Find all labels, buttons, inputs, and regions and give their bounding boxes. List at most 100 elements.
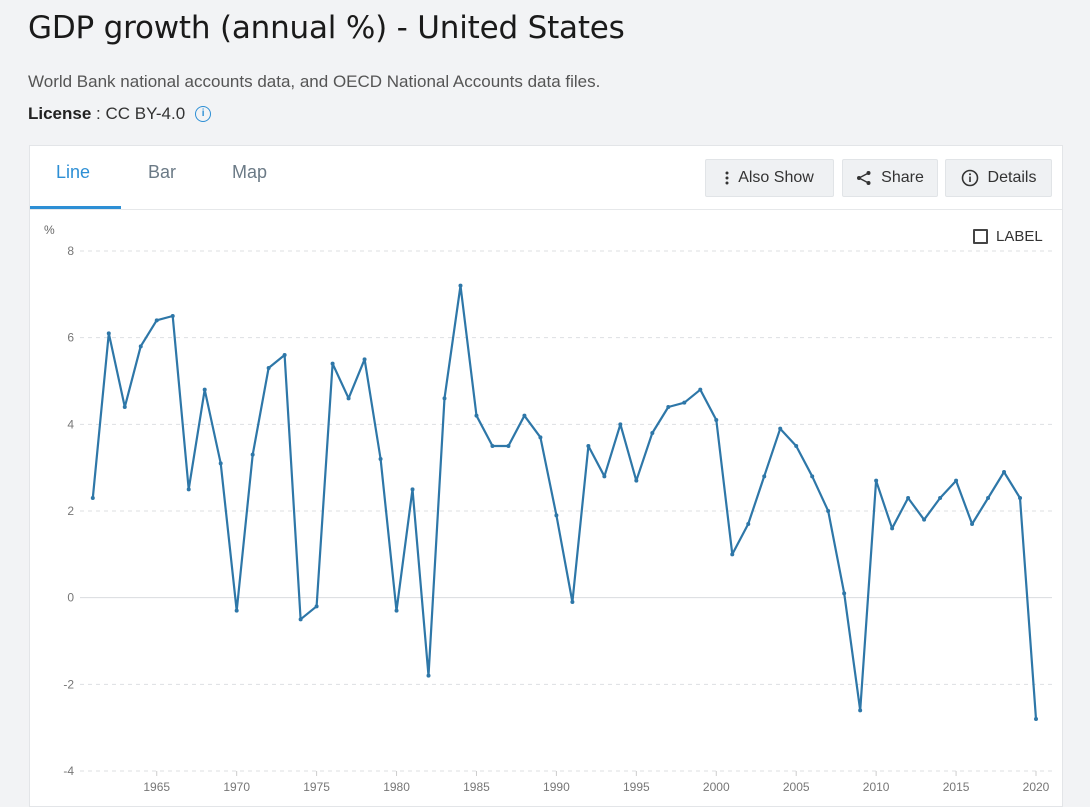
data-point xyxy=(234,608,239,613)
share-button[interactable]: Share xyxy=(842,159,938,197)
data-point xyxy=(794,444,799,448)
line-chart: % -4 -2 0 2 4 6 8 1965 1970 1975 1980 1985 1990 1995 20… xyxy=(44,223,1052,794)
data-point xyxy=(970,522,975,526)
data-point xyxy=(842,591,847,596)
data-point xyxy=(570,600,575,604)
data-point xyxy=(122,405,127,409)
data-point xyxy=(186,487,191,492)
data-point xyxy=(394,608,399,613)
active-tab-indicator xyxy=(30,206,121,209)
data-point xyxy=(250,452,255,457)
x-tick-label: 1985 xyxy=(463,780,490,794)
x-tick-label: 1965 xyxy=(143,780,170,794)
data-point xyxy=(554,513,559,518)
tab-bar[interactable]: Bar xyxy=(148,162,177,182)
page-title: GDP growth (annual %) - United States xyxy=(28,10,625,46)
tab-map[interactable]: Map xyxy=(232,162,268,182)
data-point xyxy=(330,361,335,366)
data-point xyxy=(810,474,815,479)
data-point xyxy=(746,522,751,526)
label-toggle[interactable]: LABEL xyxy=(973,228,1043,245)
x-tick-label: 2015 xyxy=(943,780,970,794)
details-button[interactable]: Details xyxy=(945,159,1052,197)
also-show-label: Also Show xyxy=(738,169,814,186)
license-value: CC BY-4.0 xyxy=(105,104,186,123)
data-point xyxy=(666,405,671,409)
view-tabs: Line Bar Map Also Show Share Details xyxy=(30,146,1062,210)
info-circle-icon xyxy=(961,169,979,187)
data-point xyxy=(218,461,223,466)
x-tick-label: 1975 xyxy=(303,780,330,794)
data-point xyxy=(826,509,831,513)
series-line xyxy=(91,284,1038,721)
data-point xyxy=(1018,496,1023,500)
data-point xyxy=(762,474,767,479)
data-point xyxy=(986,496,991,500)
data-point xyxy=(922,517,927,522)
y-tick-label: 4 xyxy=(67,417,74,431)
data-point xyxy=(682,400,687,405)
data-point xyxy=(298,617,303,622)
data-point xyxy=(778,426,783,431)
data-point xyxy=(154,318,159,323)
y-tick-label: 8 xyxy=(67,244,74,258)
x-tick-label: 2005 xyxy=(783,780,810,794)
y-tick-label: -4 xyxy=(63,764,74,778)
data-point xyxy=(858,708,863,713)
data-point xyxy=(938,496,943,500)
x-tick-label: 1990 xyxy=(543,780,570,794)
y-tick-label: 2 xyxy=(67,504,74,518)
data-point xyxy=(506,444,511,448)
data-point xyxy=(906,496,911,500)
data-point xyxy=(170,314,175,318)
y-tick-label: -2 xyxy=(63,677,74,691)
data-point xyxy=(954,478,959,483)
data-point xyxy=(362,357,367,362)
y-tick-label: 6 xyxy=(67,331,74,345)
data-point xyxy=(202,387,207,392)
details-label: Details xyxy=(987,169,1037,186)
data-point xyxy=(490,444,495,448)
data-point xyxy=(698,387,703,392)
data-point xyxy=(426,673,431,678)
data-point xyxy=(458,283,463,288)
data-point xyxy=(314,604,319,609)
info-icon[interactable]: i xyxy=(195,106,212,122)
tab-line[interactable]: Line xyxy=(56,162,91,182)
y-axis-unit-label: % xyxy=(44,223,55,237)
data-point xyxy=(346,396,351,401)
data-point xyxy=(602,474,607,479)
data-point xyxy=(1002,470,1007,474)
license-separator: : xyxy=(91,104,106,123)
data-point xyxy=(586,444,591,448)
label-toggle-text: LABEL xyxy=(996,228,1043,245)
data-point xyxy=(874,478,879,483)
data-point xyxy=(730,552,735,557)
y-tick-label: 0 xyxy=(67,591,74,605)
data-point xyxy=(634,478,639,483)
x-tick-label: 1980 xyxy=(383,780,410,794)
data-point xyxy=(538,435,543,440)
x-tick-label: 1995 xyxy=(623,780,650,794)
x-tick-label: 1970 xyxy=(223,780,250,794)
data-point xyxy=(410,487,415,492)
data-point xyxy=(90,496,95,500)
data-point xyxy=(378,457,383,461)
share-label: Share xyxy=(881,169,924,186)
more-vertical-icon xyxy=(725,171,729,185)
data-point xyxy=(106,331,111,336)
data-point xyxy=(266,366,271,370)
share-icon xyxy=(856,170,872,186)
data-point xyxy=(650,431,655,435)
data-point xyxy=(714,418,719,422)
x-tick-label: 2010 xyxy=(863,780,890,794)
chart-panel: Line Bar Map Also Show Share Details LAB… xyxy=(29,145,1063,807)
data-point xyxy=(890,526,895,531)
label-checkbox[interactable] xyxy=(973,229,988,244)
license-line: License : CC BY-4.0 i xyxy=(28,104,212,124)
data-point xyxy=(138,344,143,349)
also-show-button[interactable]: Also Show xyxy=(705,159,834,197)
data-point xyxy=(618,422,623,427)
data-point xyxy=(474,413,479,418)
source-note: World Bank national accounts data, and O… xyxy=(28,72,601,91)
